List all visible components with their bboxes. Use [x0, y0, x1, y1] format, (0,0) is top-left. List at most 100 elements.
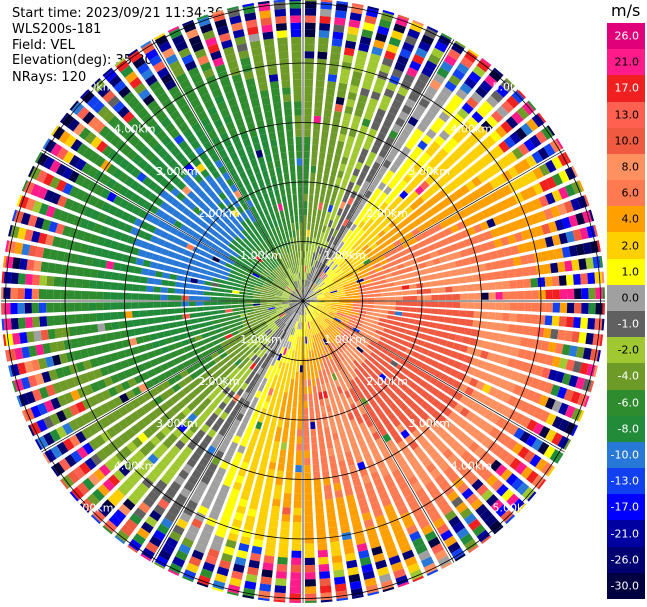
range-gate	[323, 233, 329, 241]
range-gate	[463, 436, 475, 448]
range-gate	[207, 548, 220, 559]
range-gate	[267, 320, 274, 326]
range-gate	[355, 275, 363, 281]
range-gate	[160, 301, 168, 308]
range-gate	[550, 384, 561, 397]
range-gate	[521, 325, 531, 336]
range-gate	[355, 161, 364, 171]
range-gate	[318, 37, 329, 46]
range-gate	[308, 305, 315, 310]
range-gate	[349, 580, 362, 590]
range-gate	[248, 370, 256, 379]
range-gate	[545, 176, 557, 189]
range-gate	[393, 355, 402, 363]
range-gate	[381, 175, 391, 185]
range-gate	[465, 275, 474, 283]
range-gate	[304, 307, 308, 315]
range-gate	[452, 458, 464, 470]
range-gate	[459, 344, 469, 353]
range-gate	[308, 386, 313, 394]
range-gate	[376, 566, 390, 577]
range-gate	[282, 316, 289, 323]
range-gate	[332, 387, 339, 396]
range-gate	[297, 314, 300, 322]
range-gate	[537, 238, 548, 249]
range-gate	[293, 357, 297, 365]
range-gate	[277, 549, 289, 558]
range-gate	[268, 461, 277, 471]
range-gate	[384, 206, 394, 215]
range-gate	[376, 325, 385, 332]
range-gate	[303, 350, 306, 359]
range-gate	[305, 251, 308, 259]
range-gate	[501, 488, 514, 502]
range-gate	[305, 600, 317, 603]
range-gate	[532, 166, 544, 180]
range-gate	[335, 416, 342, 425]
range-gate	[309, 321, 314, 329]
range-gate	[147, 411, 158, 422]
range-gate	[401, 41, 415, 53]
range-gate	[375, 197, 384, 207]
range-gate	[411, 110, 423, 121]
range-gate	[543, 328, 552, 339]
range-gate	[161, 492, 174, 504]
range-gate	[329, 227, 335, 236]
range-gate	[365, 199, 374, 209]
range-gate	[331, 403, 338, 412]
range-gate	[349, 205, 356, 215]
range-gate	[318, 370, 323, 378]
range-gate	[239, 307, 247, 311]
range-gate	[388, 105, 399, 116]
range-gate	[218, 373, 227, 382]
range-gate	[157, 498, 170, 510]
range-gate	[382, 9, 395, 16]
range-gate	[316, 65, 326, 74]
range-gate	[390, 561, 404, 572]
range-gate	[494, 281, 503, 290]
range-gate	[337, 308, 345, 312]
range-gate	[457, 127, 469, 139]
range-gate	[378, 427, 388, 437]
range-gate	[245, 301, 254, 304]
range-gate	[328, 343, 334, 351]
range-gate	[435, 323, 444, 330]
range-gate	[136, 527, 150, 540]
range-gate	[348, 354, 356, 362]
range-gate	[132, 487, 145, 500]
range-gate	[491, 260, 501, 270]
range-gate	[389, 428, 399, 439]
range-gate	[481, 100, 494, 113]
range-gate	[543, 263, 552, 274]
range-gate	[346, 229, 353, 238]
range-gate	[420, 116, 432, 127]
range-gate	[435, 212, 445, 222]
range-gate	[286, 464, 294, 473]
range-gate	[460, 450, 472, 462]
range-gate	[383, 407, 393, 416]
range-gate	[213, 272, 222, 279]
range-gate	[304, 507, 313, 516]
range-gate	[237, 444, 246, 454]
range-gate	[386, 282, 395, 288]
range-gate	[304, 329, 307, 337]
range-gate	[321, 354, 326, 362]
range-gate	[262, 489, 272, 499]
range-gate	[465, 135, 477, 147]
range-gate	[564, 183, 576, 197]
range-gate	[500, 468, 513, 482]
range-gate	[181, 295, 189, 301]
range-gate	[408, 312, 417, 319]
range-gate	[357, 498, 368, 508]
range-gate	[382, 159, 392, 169]
range-gate	[253, 450, 262, 460]
range-gate	[90, 324, 99, 334]
range-gate	[238, 294, 247, 298]
range-gate	[526, 419, 538, 432]
range-gate	[394, 397, 404, 407]
range-gate	[554, 247, 564, 260]
range-gate	[464, 50, 478, 63]
range-gate	[445, 155, 456, 167]
range-gate	[316, 293, 324, 297]
range-gate	[486, 218, 496, 229]
